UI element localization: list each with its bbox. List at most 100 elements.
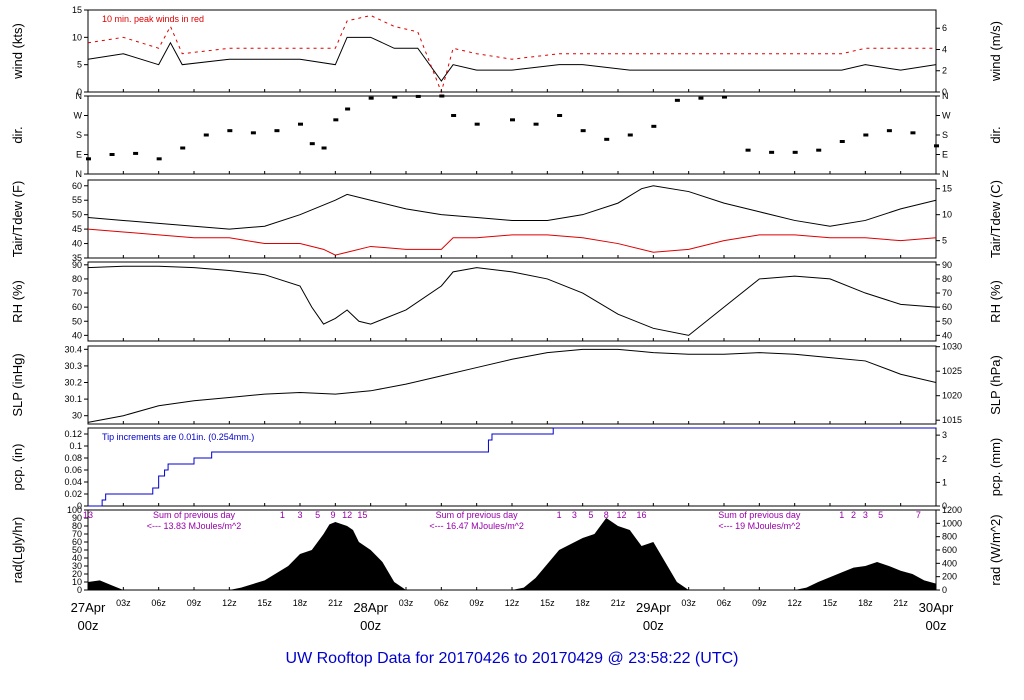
pcp-left-tick-label: 0.1 (69, 441, 82, 451)
dir-point (227, 129, 233, 133)
rad-left-tick-label: 10 (72, 577, 82, 587)
hour-tick-label: 06z (717, 598, 732, 608)
day-label-date: 30Apr (919, 600, 954, 615)
day-label-sub: 00z (78, 618, 99, 633)
dir-point (839, 140, 845, 143)
rh-right-tick-label: 40 (942, 330, 952, 340)
dir-ylabel-left: dir. (10, 126, 25, 143)
hour-tick-label: 12z (787, 598, 802, 608)
wind-ylabel-right: wind (m/s) (988, 21, 1003, 82)
rh-left-tick-label: 50 (72, 316, 82, 326)
dir-right-tick-label: N (942, 169, 949, 179)
rh-ylabel-left: RH (%) (10, 280, 25, 323)
dir-point (345, 107, 351, 111)
slp-ylabel-right: SLP (hPa) (988, 355, 1003, 415)
day-label-date: 27Apr (71, 600, 106, 615)
temp-ylabel-left: Tair/Tdew (F) (10, 181, 25, 258)
dir-point (368, 96, 374, 100)
dir-left-tick-label: N (76, 169, 83, 179)
rad-uv-label: 8 (604, 510, 609, 520)
rad-right-tick-label: 400 (942, 558, 957, 568)
rad-day-note-line1: Sum of previous day (436, 510, 519, 520)
rad-panel (84, 509, 940, 591)
day-label-sub: 00z (926, 618, 947, 633)
dir-point (863, 133, 869, 137)
hour-tick-label: 06z (434, 598, 449, 608)
wind-left-tick-label: 5 (77, 60, 82, 70)
slp-left-tick-label: 30.2 (64, 378, 82, 388)
rh-left-tick-label: 70 (72, 288, 82, 298)
dir-point (698, 96, 704, 100)
day-label-date: 29Apr (636, 600, 671, 615)
pcp-series-line (88, 427, 936, 507)
wind-left-tick-label: 15 (72, 5, 82, 15)
hour-tick-label: 18z (293, 598, 308, 608)
temp-panel (84, 179, 940, 259)
dir-point (156, 157, 162, 161)
hour-tick-label: 18z (858, 598, 873, 608)
slp-series-line (87, 348, 937, 423)
slp-right-tick-label: 1015 (942, 415, 962, 425)
temp-frame (87, 179, 937, 259)
pcp-right-tick-label: 0 (942, 501, 947, 511)
rad-left-tick-label: 0 (77, 585, 82, 595)
slp-left-tick-label: 30.4 (64, 344, 82, 354)
pcp-ylabel-left: pcp. (in) (10, 444, 25, 491)
dir-point (722, 95, 727, 99)
rad-day-note-line2: <--- 16.47 MJoules/m^2 (429, 521, 524, 531)
rh-left-tick-label: 80 (72, 274, 82, 284)
dir-left-tick-label: N (76, 91, 83, 101)
rad-uv-label: 5 (315, 510, 320, 520)
wind-right-tick-label: 4 (942, 44, 947, 54)
dir-point (533, 122, 539, 126)
rad-day-note-line2: <--- 13.83 MJoules/m^2 (147, 521, 242, 531)
pcp-annotation: Tip increments are 0.01in. (0.254mm.) (102, 432, 254, 442)
hour-tick-label: 09z (752, 598, 767, 608)
slp-left-tick-label: 30.1 (64, 394, 82, 404)
dir-point (557, 114, 563, 117)
dir-point (934, 144, 939, 148)
temp-left-tick-label: 55 (72, 195, 82, 205)
hour-tick-label: 03z (116, 598, 131, 608)
slp-ylabel-left: SLP (inHg) (10, 353, 25, 416)
hour-tick-label: 21z (893, 598, 908, 608)
wind-ylabel-left: wind (kts) (10, 23, 25, 80)
pcp-right-tick-label: 2 (942, 454, 947, 464)
rh-right-tick-label: 80 (942, 274, 952, 284)
rh-right-tick-label: 50 (942, 316, 952, 326)
dir-point (274, 129, 280, 133)
rad-uv-label: 1 (839, 510, 844, 520)
rad-uv-label: 5 (878, 510, 883, 520)
rh-right-tick-label: 60 (942, 302, 952, 312)
temp-right-tick-label: 15 (942, 184, 952, 194)
wind-left-tick-label: 10 (72, 32, 82, 42)
dir-point (474, 122, 480, 126)
slp-left-tick-label: 30.3 (64, 361, 82, 371)
dir-panel (84, 94, 940, 175)
rad-day-note-line1: Sum of previous day (153, 510, 236, 520)
hour-tick-label: 18z (575, 598, 590, 608)
dir-ylabel-right: dir. (988, 126, 1003, 143)
rad-day-note-line2: <--- 19 MJoules/m^2 (718, 521, 800, 531)
hour-tick-label: 12z (505, 598, 520, 608)
dir-point (604, 137, 610, 141)
rad-uv-label: 7 (916, 510, 921, 520)
wind-frame (87, 9, 937, 93)
rad-left-tick-label: 50 (72, 545, 82, 555)
dir-right-tick-label: E (942, 150, 948, 160)
dir-left-tick-label: W (74, 111, 83, 121)
temp-series-line (87, 228, 937, 256)
temp-right-tick-label: 5 (942, 236, 947, 246)
temp-series-line (87, 185, 937, 230)
rad-left-tick-label: 20 (72, 569, 82, 579)
dir-point (333, 118, 339, 122)
temp-left-tick-label: 60 (72, 181, 82, 191)
dir-point (250, 131, 256, 135)
dir-point (133, 151, 139, 155)
dir-point (180, 146, 186, 150)
dir-point (816, 148, 822, 152)
wind-right-tick-label: 2 (942, 66, 947, 76)
temp-ylabel-right: Tair/Tdew (C) (988, 180, 1003, 258)
rad-uv-label: 3 (297, 510, 302, 520)
hour-tick-label: 03z (399, 598, 414, 608)
